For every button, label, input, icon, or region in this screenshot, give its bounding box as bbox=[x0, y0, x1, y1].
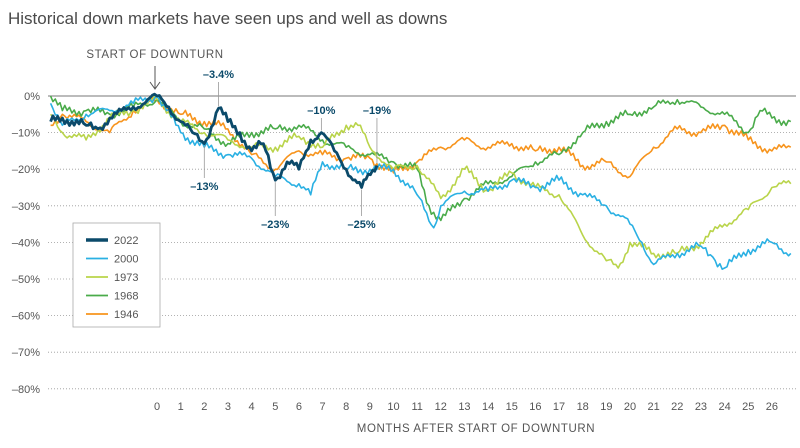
x-tick-label: 2 bbox=[201, 401, 207, 413]
chart-title: Historical down markets have seen ups an… bbox=[8, 9, 447, 28]
annotations: –3.4% –13% –23% –10% –25% –19% bbox=[190, 69, 391, 231]
y-tick-label: –60% bbox=[12, 311, 40, 323]
x-tick-label: 7 bbox=[319, 401, 325, 413]
x-tick-label: 3 bbox=[225, 401, 231, 413]
x-tick-label: 10 bbox=[387, 401, 399, 413]
annotation-label: –23% bbox=[261, 219, 289, 231]
legend-label: 1968 bbox=[114, 291, 138, 303]
x-tick-label: 25 bbox=[742, 401, 754, 413]
x-tick-label: 22 bbox=[671, 401, 683, 413]
x-tick-label: 21 bbox=[648, 401, 660, 413]
legend-label: 2000 bbox=[114, 254, 138, 266]
y-tick-label: –30% bbox=[12, 201, 40, 213]
y-tick-label: 0% bbox=[24, 91, 40, 103]
x-axis-ticks: 0 1 2 3 4 5 6 7 8 9 10 11 12 13 14 15 16 17 18 19 20 21 22 23 24… bbox=[154, 401, 778, 413]
annotation-label: –10% bbox=[307, 105, 335, 117]
x-tick-label: 15 bbox=[506, 401, 518, 413]
annotation-label: –19% bbox=[363, 105, 391, 117]
series-line-2022 bbox=[49, 92, 379, 189]
x-axis-title: MONTHS AFTER START OF DOWNTURN bbox=[357, 423, 595, 435]
series-line-1946 bbox=[50, 96, 792, 179]
legend-label: 1946 bbox=[114, 309, 138, 321]
y-tick-label: –70% bbox=[12, 347, 40, 359]
x-tick-label: 14 bbox=[482, 401, 494, 413]
x-tick-label: 12 bbox=[435, 401, 447, 413]
x-tick-label: 9 bbox=[367, 401, 373, 413]
x-tick-label: 24 bbox=[718, 401, 730, 413]
legend-label: 2022 bbox=[114, 235, 138, 247]
down-arrow-icon bbox=[149, 81, 161, 90]
x-tick-label: 18 bbox=[577, 401, 589, 413]
annotation-label: –13% bbox=[190, 181, 218, 193]
y-tick-label: –50% bbox=[12, 274, 40, 286]
annotation-label: –25% bbox=[348, 219, 376, 231]
y-tick-label: –20% bbox=[12, 164, 40, 176]
x-tick-label: 5 bbox=[272, 401, 278, 413]
x-tick-label: 17 bbox=[553, 401, 565, 413]
x-tick-label: 6 bbox=[296, 401, 302, 413]
x-tick-label: 11 bbox=[411, 401, 422, 413]
x-tick-label: 13 bbox=[458, 401, 470, 413]
x-tick-label: 1 bbox=[178, 401, 184, 413]
legend: 2022 2000 1973 1968 1946 bbox=[72, 222, 161, 328]
x-tick-label: 8 bbox=[343, 401, 349, 413]
series-lines bbox=[49, 92, 792, 271]
grid: 0% –10% –20% –30% –40% –50% –60% –70% –80% bbox=[12, 91, 796, 396]
x-tick-label: 16 bbox=[529, 401, 541, 413]
x-tick-label: 23 bbox=[695, 401, 707, 413]
x-tick-label: 20 bbox=[624, 401, 636, 413]
x-tick-label: 0 bbox=[154, 401, 160, 413]
x-tick-label: 26 bbox=[766, 401, 778, 413]
legend-label: 1973 bbox=[114, 272, 138, 284]
y-tick-label: –10% bbox=[12, 128, 40, 140]
y-tick-label: –80% bbox=[12, 384, 40, 396]
x-tick-label: 4 bbox=[249, 401, 255, 413]
annotation-label: –3.4% bbox=[203, 69, 234, 81]
x-tick-label: 19 bbox=[600, 401, 612, 413]
y-tick-label: –40% bbox=[12, 237, 40, 249]
start-label: START OF DOWNTURN bbox=[86, 49, 223, 61]
start-marker: START OF DOWNTURN bbox=[86, 49, 223, 90]
series-line-1968 bbox=[49, 95, 792, 222]
